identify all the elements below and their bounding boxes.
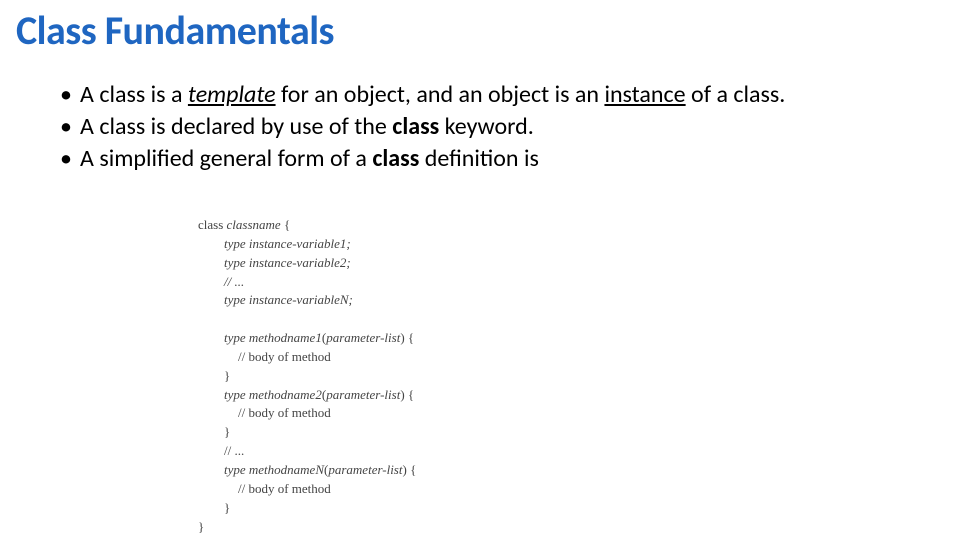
code-line: // ... <box>224 442 416 461</box>
bullet-text: for an object, and an object is an <box>276 80 605 109</box>
bullet-text: A class is a <box>80 80 188 109</box>
keyword-class: class <box>372 144 419 173</box>
code-line <box>224 310 416 329</box>
bullet-text: definition is <box>419 144 539 173</box>
bullet-text: A class is declared by use of the <box>80 112 392 141</box>
bullet-list: A class is a template for an object, and… <box>60 80 920 176</box>
code-line: type instance-variable2; <box>224 254 416 273</box>
code-line: // body of method <box>238 348 416 367</box>
emphasis-template: template <box>188 80 276 109</box>
code-line: type methodnameN(parameter-list) { <box>224 461 416 480</box>
slide-title: Class Fundamentals <box>16 6 334 55</box>
code-line: } <box>198 518 416 537</box>
bullet-text: of a class. <box>686 80 786 109</box>
code-line: } <box>224 423 416 442</box>
code-line: // ... <box>224 273 416 292</box>
code-line: class classname { <box>198 216 416 235</box>
bullet-text: keyword. <box>439 112 534 141</box>
code-line: type methodname2(parameter-list) { <box>224 386 416 405</box>
code-line: // body of method <box>238 404 416 423</box>
code-line: type instance-variable1; <box>224 235 416 254</box>
code-line: type instance-variableN; <box>224 291 416 310</box>
code-line: type methodname1(parameter-list) { <box>224 329 416 348</box>
emphasis-instance: instance <box>604 80 685 109</box>
bullet-item: A class is declared by use of the class … <box>60 112 920 142</box>
code-block: class classname {type instance-variable1… <box>198 216 416 536</box>
slide: Class Fundamentals A class is a template… <box>0 0 960 540</box>
code-line: } <box>224 499 416 518</box>
code-line: // body of method <box>238 480 416 499</box>
keyword-class: class <box>392 112 439 141</box>
bullet-item: A simplified general form of a class def… <box>60 144 920 174</box>
code-line: } <box>224 367 416 386</box>
bullet-item: A class is a template for an object, and… <box>60 80 920 110</box>
bullet-text: A simplified general form of a <box>80 144 372 173</box>
